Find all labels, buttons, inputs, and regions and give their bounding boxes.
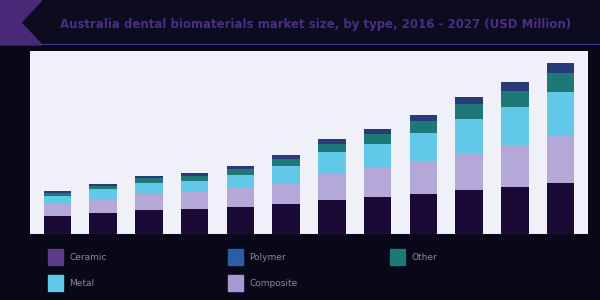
Bar: [44, 194, 71, 196]
Bar: [228, 248, 243, 265]
Bar: [410, 133, 437, 161]
Bar: [89, 190, 117, 200]
Bar: [228, 275, 243, 291]
Bar: [455, 190, 483, 234]
Bar: [44, 204, 71, 216]
Bar: [410, 121, 437, 133]
Bar: [181, 181, 208, 193]
Bar: [227, 175, 254, 188]
Bar: [272, 183, 300, 204]
Bar: [501, 82, 529, 91]
Text: Composite: Composite: [249, 279, 297, 288]
Bar: [227, 188, 254, 207]
Bar: [135, 178, 163, 183]
Bar: [455, 153, 483, 190]
Bar: [227, 207, 254, 234]
Bar: [48, 275, 63, 291]
Bar: [455, 97, 483, 104]
Bar: [547, 136, 574, 183]
Bar: [227, 166, 254, 169]
Bar: [364, 168, 391, 197]
Text: Metal: Metal: [69, 279, 94, 288]
Bar: [89, 213, 117, 234]
Bar: [364, 129, 391, 134]
Text: Ceramic: Ceramic: [69, 253, 107, 262]
Bar: [44, 196, 71, 204]
Bar: [48, 248, 63, 265]
Bar: [455, 104, 483, 119]
Bar: [272, 159, 300, 166]
Bar: [410, 194, 437, 234]
Bar: [135, 210, 163, 234]
Bar: [547, 73, 574, 92]
Bar: [181, 176, 208, 181]
Bar: [318, 152, 346, 174]
Bar: [547, 92, 574, 136]
Bar: [547, 183, 574, 234]
Bar: [44, 191, 71, 194]
Bar: [272, 204, 300, 234]
Bar: [318, 144, 346, 152]
Bar: [272, 155, 300, 159]
Bar: [410, 115, 437, 121]
Bar: [364, 134, 391, 144]
Bar: [501, 145, 529, 187]
Text: Australia dental biomaterials market size, by type, 2016 - 2027 (USD Million): Australia dental biomaterials market siz…: [60, 18, 571, 31]
Bar: [89, 200, 117, 213]
Bar: [364, 197, 391, 234]
Bar: [89, 185, 117, 190]
Bar: [318, 200, 346, 234]
Bar: [501, 187, 529, 234]
Bar: [318, 174, 346, 200]
Bar: [364, 144, 391, 168]
Bar: [410, 161, 437, 194]
Bar: [318, 139, 346, 144]
Bar: [455, 119, 483, 153]
Bar: [181, 173, 208, 175]
Bar: [547, 63, 574, 73]
Text: Polymer: Polymer: [249, 253, 286, 262]
Bar: [181, 209, 208, 234]
Bar: [135, 183, 163, 194]
Bar: [390, 248, 405, 265]
Bar: [135, 176, 163, 178]
Bar: [89, 184, 117, 185]
Bar: [181, 193, 208, 209]
Text: Other: Other: [411, 253, 437, 262]
Bar: [501, 91, 529, 107]
Bar: [272, 166, 300, 183]
Polygon shape: [0, 0, 42, 45]
Bar: [501, 107, 529, 145]
Bar: [44, 216, 71, 234]
Bar: [135, 194, 163, 210]
Bar: [227, 169, 254, 175]
